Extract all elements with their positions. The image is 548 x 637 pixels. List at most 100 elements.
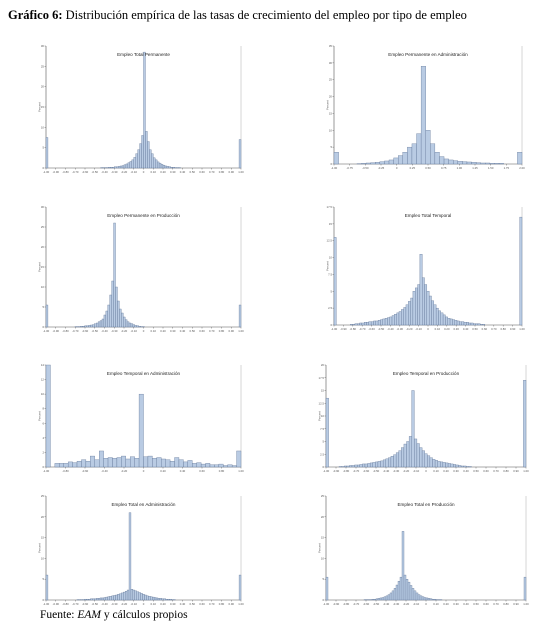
histogram-bar: [424, 284, 428, 326]
x-tick-label: -0.60: [82, 329, 89, 333]
x-tick-label: 0.20: [160, 602, 166, 606]
histogram-bar: [408, 436, 412, 468]
histogram-bar: [136, 325, 139, 328]
x-tick-label: -0.30: [397, 327, 404, 331]
histogram-bar: [115, 286, 118, 328]
y-tick-label: 2: [42, 450, 44, 454]
histogram-bar: [90, 324, 93, 328]
x-tick-label: -0.80: [62, 170, 69, 174]
x-tick-label: -0.50: [92, 170, 99, 174]
histogram-bar: [138, 592, 141, 601]
histogram-bar: [377, 461, 381, 468]
histogram-bar: [84, 325, 87, 328]
x-tick-label: -0.20: [121, 329, 128, 333]
y-axis-label: Percent: [38, 262, 42, 272]
histogram-bar: [372, 462, 376, 468]
x-tick-label: 0.30: [170, 170, 176, 174]
histogram-bar: [419, 595, 423, 601]
histogram-bar: [401, 447, 405, 468]
x-tick-label: -0.90: [53, 602, 60, 606]
y-tick-label: 5: [330, 289, 332, 293]
histogram-bar: [409, 585, 413, 601]
histogram-bar: [421, 450, 425, 468]
x-tick-label: 0.10: [435, 327, 441, 331]
histogram-bar: [107, 457, 113, 468]
x-tick-label: 0.80: [503, 602, 509, 606]
histogram-bar: [72, 462, 78, 468]
source-prefix: Fuente:: [40, 609, 75, 621]
x-tick-label: -1.00: [323, 469, 330, 473]
histogram-bar: [156, 161, 160, 169]
histogram-bar: [123, 591, 126, 601]
x-tick-label: 0.20: [160, 170, 166, 174]
histogram-bar: [456, 320, 460, 326]
histogram-bar: [431, 598, 435, 601]
histogram-bar: [423, 597, 427, 601]
x-tick-label: 2.00: [519, 166, 525, 170]
histogram-bar: [133, 157, 136, 169]
x-tick-label: 0: [143, 469, 145, 473]
histogram-bar: [393, 454, 397, 468]
histogram-bar: [466, 466, 470, 468]
histogram-bar: [399, 576, 403, 601]
x-tick-label: -0.60: [363, 469, 370, 473]
histogram-bar: [344, 465, 347, 468]
chart-title: Empleo Temporal en Producción: [393, 371, 460, 376]
histogram-bar: [97, 321, 101, 328]
histogram-bar: [333, 152, 339, 165]
histogram-bar: [359, 322, 363, 326]
y-tick-label: 10: [321, 556, 325, 560]
y-tick-label: 10: [41, 556, 45, 560]
y-tick-label: 0: [42, 598, 44, 602]
histogram-bar: [161, 458, 166, 468]
histogram-bar: [460, 465, 464, 468]
histogram-bar: [457, 161, 463, 165]
x-tick-label: -0.30: [111, 329, 118, 333]
page-title: Gráfico 6: Distribución empírica de las …: [8, 8, 548, 23]
histogram-bar: [209, 464, 215, 468]
x-tick-label: -0.50: [378, 327, 385, 331]
x-tick-label: 0.50: [473, 602, 479, 606]
histogram-bar: [121, 455, 126, 468]
y-tick-label: 10: [41, 125, 45, 129]
x-tick-label: 0.40: [180, 170, 186, 174]
histogram-bar: [153, 157, 156, 169]
x-tick-label: 0.70: [209, 170, 215, 174]
histogram-bar: [183, 461, 188, 468]
histogram-bar: [388, 457, 392, 468]
y-tick-label: 25: [41, 225, 45, 229]
y-tick-label: 6: [42, 421, 44, 425]
histogram-bar: [152, 458, 157, 468]
y-axis-label: Percent: [326, 261, 330, 271]
histogram-bar: [517, 152, 523, 165]
x-tick-label: -0.40: [383, 602, 390, 606]
histogram-bar: [416, 443, 420, 468]
x-tick-label: -1.00: [43, 469, 50, 473]
histogram-bar: [349, 465, 353, 468]
histogram-bar: [411, 390, 415, 468]
y-tick-label: 15: [321, 536, 325, 540]
histogram-bar: [393, 157, 399, 165]
histogram-bar: [411, 143, 417, 165]
histogram-bar: [112, 167, 115, 169]
y-tick-label: 20: [41, 85, 45, 89]
y-tick-label: 5: [42, 146, 44, 150]
x-tick-label: 1.00: [238, 170, 244, 174]
x-tick-label: 1.00: [523, 602, 529, 606]
histogram-bar: [144, 594, 147, 601]
histogram-bar: [125, 163, 129, 169]
histogram-bar: [442, 314, 446, 326]
histogram-bar: [448, 159, 454, 165]
histogram-bar: [138, 326, 141, 328]
histogram-bar: [419, 254, 423, 326]
histogram-bar: [351, 465, 355, 468]
histogram-bar: [115, 594, 118, 601]
histogram-bar: [379, 161, 385, 165]
histogram-bar: [174, 457, 180, 468]
y-tick-label: 0: [42, 325, 44, 329]
histogram-bar: [143, 456, 149, 468]
y-tick-label: 15: [41, 536, 45, 540]
x-tick-label: 0.70: [493, 602, 499, 606]
y-tick-label: 0: [42, 166, 44, 170]
y-tick-label: 20: [321, 363, 325, 367]
